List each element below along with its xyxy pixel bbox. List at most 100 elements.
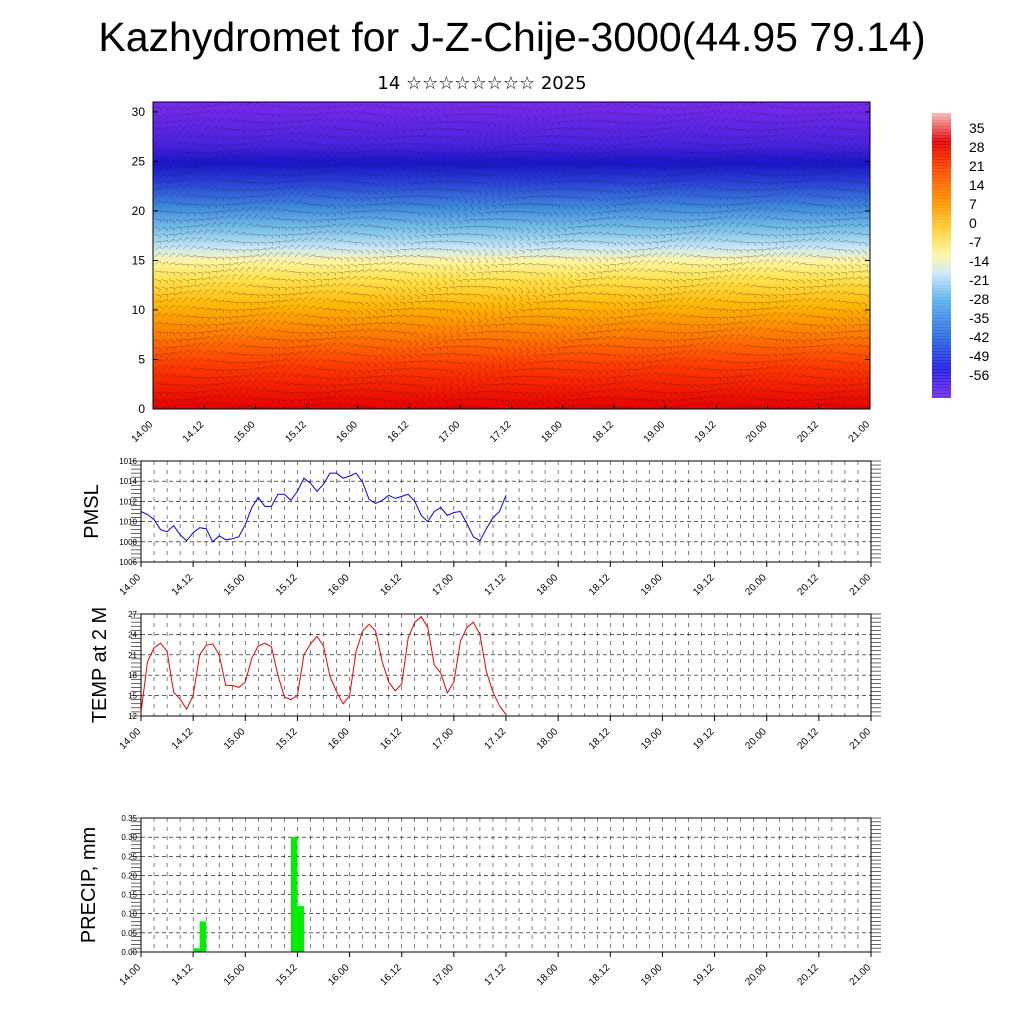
wind-barb-flag bbox=[513, 178, 517, 181]
wind-barb bbox=[364, 163, 371, 168]
wind-barb bbox=[497, 136, 503, 142]
wind-barb bbox=[175, 106, 182, 110]
wind-barb-flag bbox=[621, 155, 624, 159]
wind-barb bbox=[840, 118, 847, 123]
wind-barb-flag bbox=[636, 104, 638, 107]
wind-barb-flag bbox=[419, 152, 421, 155]
wind-barb bbox=[427, 166, 433, 172]
wind-barb bbox=[672, 159, 679, 161]
wind-barb-flag bbox=[593, 171, 596, 174]
wind-barb bbox=[588, 171, 595, 175]
wind-barb-flag bbox=[796, 108, 798, 112]
wind-barb-flag bbox=[368, 132, 371, 135]
wind-barb bbox=[756, 147, 761, 153]
wind-barb-flag bbox=[685, 118, 687, 122]
wind-barb-flag bbox=[872, 200, 874, 202]
wind-barb bbox=[728, 155, 734, 160]
wind-barb-flag bbox=[851, 139, 854, 143]
wind-barb bbox=[154, 121, 161, 124]
wind-barb bbox=[700, 164, 707, 168]
wind-barb-flag bbox=[555, 163, 559, 166]
wind-barb bbox=[399, 136, 406, 138]
wind-barb bbox=[546, 134, 553, 138]
wind-barb-flag bbox=[578, 147, 581, 150]
wind-barb-flag bbox=[622, 112, 624, 115]
wind-barb bbox=[693, 133, 699, 138]
wind-barb-flag bbox=[527, 179, 530, 181]
wind-barb-flag bbox=[747, 137, 750, 141]
wind-barb bbox=[273, 133, 279, 138]
wind-barb bbox=[399, 106, 406, 110]
wind-barb-flag bbox=[201, 111, 204, 114]
wind-barb bbox=[735, 170, 741, 175]
wind-barb bbox=[385, 142, 392, 145]
wind-barb bbox=[287, 148, 294, 153]
wind-barb bbox=[826, 125, 833, 130]
wind-barb bbox=[154, 174, 161, 178]
wind-barb bbox=[791, 126, 798, 130]
wind-barb-flag bbox=[811, 152, 813, 155]
wind-barb bbox=[679, 106, 686, 109]
wind-barb bbox=[623, 155, 629, 160]
wind-barb-flag bbox=[656, 116, 658, 119]
wind-barb-flag bbox=[873, 259, 874, 261]
wind-barb bbox=[616, 121, 623, 123]
wind-barb-flag bbox=[286, 127, 288, 130]
wind-barb-flag bbox=[173, 160, 176, 164]
wind-barb-flag bbox=[362, 103, 365, 106]
wind-barb bbox=[182, 172, 189, 175]
wind-barb-flag bbox=[684, 108, 687, 111]
wind-barb bbox=[854, 171, 861, 175]
wind-barb bbox=[413, 114, 419, 120]
wind-barb bbox=[651, 166, 658, 169]
wind-barb bbox=[525, 106, 532, 111]
wind-barb-flag bbox=[810, 109, 812, 112]
wind-barb bbox=[511, 106, 518, 109]
wind-barb bbox=[616, 144, 623, 146]
wind-barb bbox=[406, 114, 412, 120]
wind-barb-flag bbox=[817, 168, 820, 171]
wind-barb-flag bbox=[636, 175, 638, 178]
wind-barb bbox=[840, 105, 847, 108]
wind-barb bbox=[413, 134, 420, 138]
wind-barb bbox=[280, 127, 287, 130]
wind-barb-flag bbox=[396, 132, 399, 135]
wind-barb bbox=[483, 105, 490, 108]
wind-barb bbox=[539, 135, 546, 138]
wind-barb bbox=[469, 113, 476, 115]
wind-barb bbox=[644, 105, 651, 108]
wind-barb bbox=[518, 106, 525, 110]
wind-barb bbox=[742, 129, 749, 131]
wind-barb bbox=[399, 159, 406, 161]
wind-barb-flag bbox=[572, 169, 574, 172]
wind-barb bbox=[203, 125, 209, 130]
wind-barb-flag bbox=[408, 118, 412, 121]
wind-barb bbox=[259, 103, 266, 108]
wind-barb-flag bbox=[593, 139, 595, 142]
wind-barb bbox=[539, 121, 546, 126]
wind-barb-flag bbox=[342, 104, 344, 108]
wind-barb bbox=[525, 121, 531, 127]
wind-barb bbox=[280, 132, 286, 138]
wind-barb bbox=[854, 163, 861, 168]
wind-barb-flag bbox=[767, 146, 770, 150]
wind-barb bbox=[266, 104, 273, 108]
wind-barb-flag bbox=[551, 123, 553, 127]
wind-barb bbox=[728, 144, 735, 146]
wind-barb bbox=[714, 117, 719, 123]
wind-barb bbox=[581, 118, 588, 123]
wind-barb bbox=[784, 127, 791, 130]
wind-barb-flag bbox=[299, 140, 302, 143]
wind-barb-flag bbox=[783, 167, 785, 171]
wind-barb bbox=[392, 129, 399, 133]
wind-barb bbox=[385, 114, 392, 118]
wind-barb bbox=[308, 172, 315, 175]
wind-barb-flag bbox=[643, 115, 645, 118]
wind-barb bbox=[630, 148, 636, 153]
wind-barbs bbox=[154, 102, 874, 409]
wind-barb-flag bbox=[398, 142, 400, 145]
wind-barb bbox=[357, 144, 364, 148]
wind-barb-flag bbox=[334, 110, 337, 114]
wind-barb-flag bbox=[656, 133, 659, 137]
wind-barb bbox=[385, 121, 391, 127]
